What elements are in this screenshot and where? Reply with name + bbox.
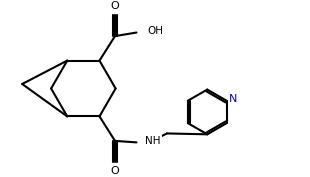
Text: NH: NH (145, 136, 161, 146)
Text: O: O (111, 1, 119, 11)
Text: O: O (111, 166, 119, 176)
Text: N: N (229, 94, 237, 104)
Text: OH: OH (147, 26, 163, 36)
